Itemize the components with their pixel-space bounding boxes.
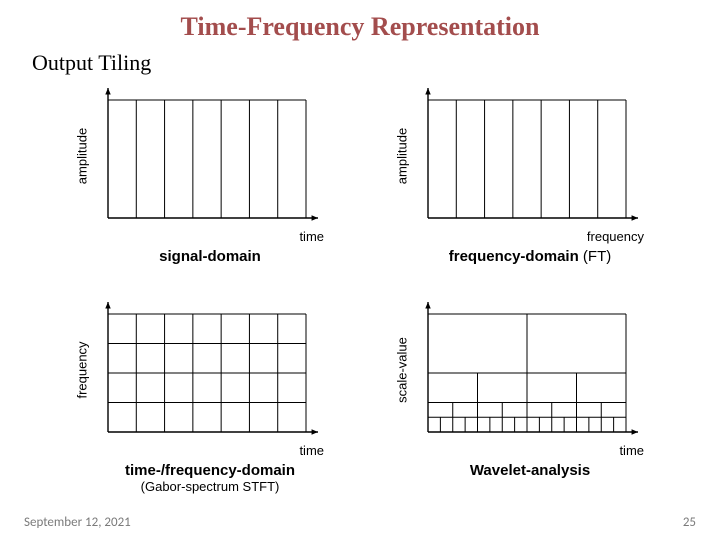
slide-subtitle: Output Tiling	[0, 42, 720, 76]
plot-wavelet: scale-value time	[420, 300, 640, 440]
footer-page: 25	[683, 515, 696, 530]
ylabel-signal: amplitude	[75, 128, 90, 184]
ylabel-freq: amplitude	[395, 128, 410, 184]
panel-signal-domain: amplitude time signal-domain	[70, 86, 350, 282]
title-freq-main: frequency-domain	[449, 248, 579, 265]
xlabel-stft: time	[299, 443, 324, 458]
subtitle-stft: (Gabor-spectrum STFT)	[141, 479, 280, 494]
plot-freq: amplitude frequency	[420, 86, 640, 226]
panels-grid: amplitude time signal-domain amplitude f…	[0, 76, 720, 496]
footer: September 12, 2021 25	[0, 515, 720, 530]
panel-frequency-domain: amplitude frequency frequency-domain (FT…	[390, 86, 670, 282]
plot-signal: amplitude time	[100, 86, 320, 226]
xlabel-signal: time	[299, 229, 324, 244]
panel-stft: frequency time time-/frequency-domain (G…	[70, 300, 350, 496]
panel-wavelet: scale-value time Wavelet-analysis	[390, 300, 670, 496]
svg-signal	[100, 86, 320, 226]
svg-freq	[420, 86, 640, 226]
xlabel-freq: frequency	[587, 229, 644, 244]
title-freq-suffix: (FT)	[579, 248, 611, 265]
title-freq: frequency-domain (FT)	[449, 248, 612, 265]
plot-stft: frequency time	[100, 300, 320, 440]
xlabel-wavelet: time	[619, 443, 644, 458]
title-wavelet: Wavelet-analysis	[470, 462, 590, 479]
title-signal: signal-domain	[159, 248, 261, 265]
ylabel-wavelet: scale-value	[395, 337, 410, 403]
svg-wavelet	[420, 300, 640, 440]
footer-date: September 12, 2021	[24, 515, 131, 530]
slide-title: Time-Frequency Representation	[0, 0, 720, 42]
ylabel-stft: frequency	[75, 341, 90, 398]
svg-stft	[100, 300, 320, 440]
title-stft: time-/frequency-domain	[125, 462, 295, 479]
